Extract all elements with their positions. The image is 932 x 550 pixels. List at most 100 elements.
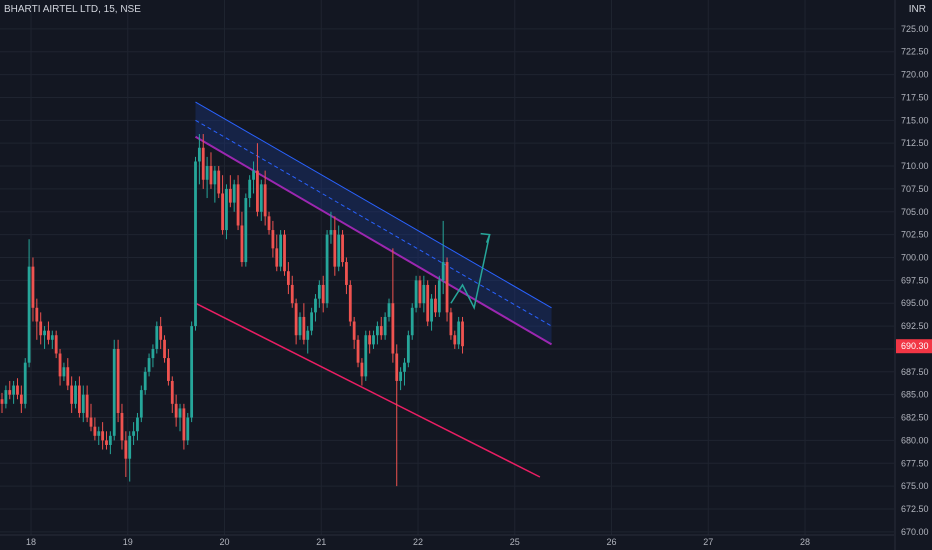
candle-body — [170, 380, 174, 404]
candle-body — [182, 408, 186, 441]
candle-body — [132, 431, 135, 436]
candle-body — [414, 280, 418, 308]
candle-body — [426, 284, 430, 322]
candle-body — [232, 184, 236, 203]
candle-body — [461, 321, 464, 347]
candle-body — [174, 403, 178, 418]
candle-body — [209, 166, 213, 185]
candle-body — [321, 284, 325, 304]
candle-body — [348, 284, 352, 322]
candle-body — [325, 234, 329, 304]
price-tick-label: 710.00 — [901, 161, 929, 171]
candle-body — [457, 321, 461, 345]
candle-body — [275, 248, 279, 267]
candle-body — [437, 280, 441, 313]
support-line — [195, 302, 541, 478]
candle-body — [12, 385, 16, 395]
price-tick-label: 700.00 — [901, 252, 929, 262]
candle-body — [97, 431, 101, 436]
channel-upper-line — [195, 101, 552, 309]
candle-body — [43, 330, 46, 336]
candle-body — [271, 230, 275, 249]
time-tick-label: 18 — [26, 537, 36, 547]
candle-body — [74, 385, 77, 404]
candle-body — [112, 348, 116, 436]
candle-body — [35, 307, 39, 322]
price-tick-label: 722.50 — [901, 47, 929, 57]
candle-body — [105, 440, 108, 445]
candle-body — [430, 298, 433, 322]
candle-body — [19, 394, 23, 404]
candle-body — [395, 353, 399, 381]
breakout-arrow — [450, 232, 491, 311]
last-price-label: 690.30 — [901, 341, 929, 351]
price-tick-label: 670.00 — [901, 527, 929, 537]
time-tick-label: 27 — [703, 537, 713, 547]
candle-body — [306, 330, 310, 340]
candle-body — [449, 312, 453, 336]
candle-body — [108, 435, 112, 445]
price-axis[interactable]: 670.00 672.50 675.00 677.50 680.00 682.50 685.… — [894, 0, 932, 550]
price-tick-label: 682.50 — [901, 413, 929, 423]
candle-body — [314, 298, 317, 313]
candle-body — [151, 348, 155, 359]
candle-body — [387, 303, 391, 317]
price-tick-label: 680.00 — [901, 435, 929, 445]
candle-body — [93, 426, 97, 436]
candle-body — [221, 193, 224, 231]
price-tick-label: 715.00 — [901, 115, 929, 125]
price-tick-label: 725.00 — [901, 24, 929, 34]
candle-body — [139, 390, 143, 418]
candle-body — [372, 335, 375, 345]
candle-body — [213, 170, 217, 185]
candle-body — [441, 262, 445, 281]
time-tick-label: 20 — [220, 537, 230, 547]
candle-body — [116, 348, 120, 413]
candle-body — [66, 367, 70, 386]
candle-body — [418, 280, 422, 304]
candle-body — [434, 298, 437, 313]
price-tick-label: 717.50 — [901, 92, 929, 102]
candle-body — [337, 234, 341, 267]
candle-body — [27, 266, 31, 363]
candle-body — [4, 390, 8, 404]
price-tick-label: 707.50 — [901, 184, 929, 194]
candle-body — [360, 362, 364, 377]
candle-body — [8, 390, 12, 395]
candle-body — [329, 230, 333, 235]
candle-body — [136, 417, 139, 432]
time-axis[interactable]: 18 19 20 21 22 25 26 27 28 — [0, 534, 894, 547]
price-tick-label: 687.50 — [901, 367, 929, 377]
price-tick-label: 685.00 — [901, 390, 929, 400]
candle-body — [290, 284, 294, 304]
candle-body — [267, 216, 271, 231]
candle-body — [391, 303, 395, 354]
candle-body — [283, 234, 286, 272]
price-tick-label: 695.00 — [901, 298, 929, 308]
candle-body — [375, 326, 379, 336]
candle-body — [406, 335, 410, 363]
price-tick-label: 672.50 — [901, 504, 929, 514]
price-tick-label: 712.50 — [901, 138, 929, 148]
candle-body — [310, 312, 313, 331]
candle-body — [39, 321, 43, 336]
candle-body — [167, 358, 170, 381]
candle-body — [263, 184, 267, 217]
candle-body — [62, 367, 66, 377]
candle-body — [286, 271, 290, 285]
candle-body — [240, 225, 244, 263]
candle-body — [248, 179, 252, 199]
candle-body — [101, 431, 105, 441]
candle-body — [244, 198, 248, 263]
candle-body — [379, 326, 383, 336]
price-tick-label: 705.00 — [901, 207, 929, 217]
candle-body — [368, 335, 372, 345]
arrow-path — [450, 234, 491, 311]
price-tick-label: 692.50 — [901, 321, 929, 331]
candle-body — [317, 284, 321, 299]
candle-body — [159, 326, 163, 340]
candle-body — [81, 394, 85, 413]
candle-body — [178, 408, 182, 418]
candle-body — [155, 326, 159, 349]
